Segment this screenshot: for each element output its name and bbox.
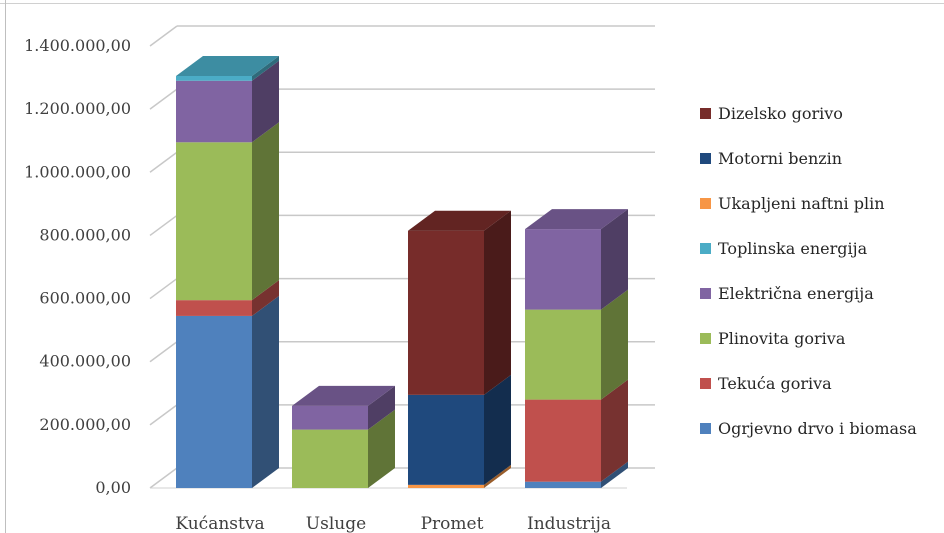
legend-swatch <box>700 243 711 254</box>
bar-top <box>292 385 395 406</box>
bar-side <box>252 280 279 316</box>
legend-label: Plinovita goriva <box>718 329 846 348</box>
y-tick-label: 400.000,00 <box>39 352 131 371</box>
bar-top <box>408 210 511 231</box>
legend-item: Električna energija <box>700 284 874 303</box>
y-tick-label: 600.000,00 <box>39 289 131 308</box>
y-tick-label: 200.000,00 <box>39 415 131 434</box>
legend-swatch <box>700 198 711 209</box>
legend-item: Ogrjevno drvo i biomasa <box>700 419 917 438</box>
category-label: Kućanstva <box>175 514 264 533</box>
legend-swatch <box>700 378 711 389</box>
bar-segment <box>525 379 628 482</box>
bar-segment <box>176 55 279 81</box>
bar-side <box>484 374 511 485</box>
legend-label: Električna energija <box>718 284 874 303</box>
bar-front <box>525 399 601 482</box>
x-axis-categories: Kućanstva Usluge Promet Industrija <box>175 514 611 533</box>
bar-front <box>408 394 484 485</box>
legend-swatch <box>700 333 711 344</box>
legend-item: Motorni benzin <box>700 149 842 168</box>
legend-swatch <box>700 108 711 119</box>
bar-side <box>601 379 628 482</box>
legend-swatch <box>700 423 711 434</box>
gridline-depth <box>149 88 178 110</box>
bar-side <box>484 210 511 395</box>
bar-side <box>601 209 628 310</box>
bar-segment <box>292 385 395 430</box>
bars <box>176 55 628 488</box>
category-label: Promet <box>421 514 484 533</box>
legend-label: Ogrjevno drvo i biomasa <box>718 419 917 438</box>
bar-segment <box>525 209 628 310</box>
category-label: Industrija <box>527 514 611 533</box>
bar-side <box>484 464 511 488</box>
gridline-depth <box>149 25 178 47</box>
bar-segment <box>176 122 279 301</box>
gridline-depth <box>149 341 178 363</box>
chart-frame-left <box>5 0 6 533</box>
bar-segment <box>408 374 511 485</box>
bar-segment <box>176 60 279 143</box>
legend-item: Toplinska energija <box>700 239 868 258</box>
legend-label: Dizelsko gorivo <box>718 104 843 123</box>
gridline-depth <box>149 467 178 489</box>
legend-label: Toplinska energija <box>718 239 868 258</box>
legend: Dizelsko gorivo Motorni benzin Ukapljeni n… <box>700 104 917 438</box>
bar-side <box>252 295 279 488</box>
bar-side <box>368 409 395 488</box>
bar-side <box>368 385 395 430</box>
legend-label: Tekuća goriva <box>718 374 832 393</box>
y-tick-label: 1.200.000,00 <box>24 99 131 118</box>
y-tick-label: 0,00 <box>95 478 131 497</box>
bar-segment <box>525 461 628 488</box>
chart-frame-top <box>0 3 944 4</box>
y-tick-label: 1.000.000,00 <box>24 162 131 181</box>
y-axis-ticks: 0,00 200.000,00 400.000,00 600.000,00 800.00… <box>24 36 131 497</box>
bar-front <box>525 481 601 488</box>
legend-item: Ukapljeni naftni plin <box>700 194 885 213</box>
bar-front <box>176 75 252 81</box>
bar-side <box>252 122 279 301</box>
bar-front <box>408 230 484 395</box>
bar-side <box>601 461 628 488</box>
bar-front <box>525 229 601 310</box>
bar-segment <box>292 409 395 488</box>
bar-front <box>292 429 368 488</box>
gridline-depth <box>149 404 178 426</box>
gridline-depth <box>149 277 178 300</box>
legend-item: Tekuća goriva <box>700 374 832 393</box>
bar-segment <box>408 464 511 488</box>
bar-segment <box>525 289 628 400</box>
y-tick-label: 800.000,00 <box>39 225 131 244</box>
bar-top <box>525 209 628 230</box>
bar-side <box>601 289 628 400</box>
bar-side <box>252 55 279 81</box>
bar-front <box>176 142 252 301</box>
y-tick-label: 1.400.000,00 <box>24 36 131 55</box>
bar-top <box>176 55 279 76</box>
gridline-depth <box>149 151 178 173</box>
bar-front <box>176 80 252 143</box>
bar-segment <box>176 295 279 488</box>
bar-side <box>252 60 279 143</box>
gridline-depth <box>149 214 178 237</box>
bar-front <box>292 405 368 430</box>
legend-swatch <box>700 153 711 164</box>
bar-front <box>408 484 484 488</box>
bar-front <box>176 300 252 316</box>
legend-swatch <box>700 288 711 299</box>
bar-segment <box>408 210 511 395</box>
legend-label: Motorni benzin <box>718 149 842 168</box>
legend-item: Plinovita goriva <box>700 329 846 348</box>
legend-item: Dizelsko gorivo <box>700 104 843 123</box>
bar-front <box>525 309 601 400</box>
category-label: Usluge <box>306 514 366 533</box>
bar-front <box>176 315 252 488</box>
bar-segment <box>176 280 279 316</box>
legend-label: Ukapljeni naftni plin <box>718 194 885 213</box>
